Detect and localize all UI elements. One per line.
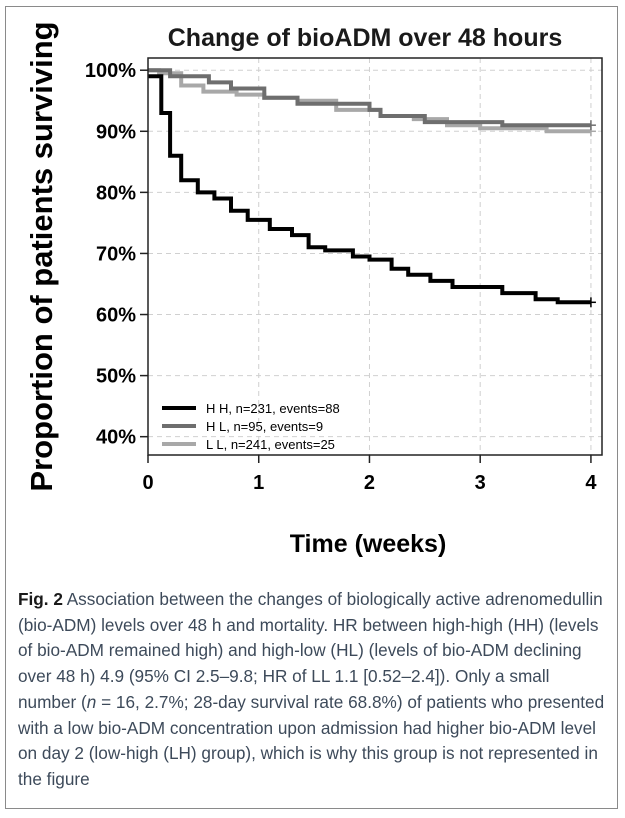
y-tick-label-0: 40% <box>96 427 136 449</box>
legend: H H, n=231, events=88 H L, n=95, events=9… <box>162 401 340 452</box>
y-tick-label-2: 60% <box>96 305 136 327</box>
survival-chart: Change of bioADM over 48 hours Proportio… <box>24 21 603 558</box>
legend-label-2: L L, n=241, events=25 <box>206 437 335 452</box>
y-tick-label-4: 80% <box>96 182 136 204</box>
caption-n-symbol: n <box>86 691 97 712</box>
caption-label: Fig. 2 <box>18 589 63 609</box>
y-tick-label-3: 70% <box>96 243 136 265</box>
legend-label-1: H L, n=95, events=9 <box>206 419 323 434</box>
y-tick-label-5: 90% <box>96 121 136 143</box>
figure-frame <box>5 6 618 809</box>
x-tick-label-0: 0 <box>142 472 153 494</box>
x-tick-label-1: 1 <box>253 472 264 494</box>
y-tick-label-6: 100% <box>85 60 136 82</box>
grid-lines <box>147 58 602 455</box>
survival-curves <box>148 68 596 308</box>
x-tick-label-3: 3 <box>475 472 486 494</box>
series-line-2 <box>148 68 591 134</box>
y-tick-label-1: 50% <box>96 366 136 388</box>
x-axis-label: Time (weeks) <box>290 530 447 558</box>
plot-area-border <box>147 57 603 456</box>
caption-text-part-2: = 16, 2.7%; 28-day survival rate 68.8%) … <box>18 691 605 789</box>
chart-title: Change of bioADM over 48 hours <box>168 24 562 52</box>
series-line-0 <box>148 74 591 305</box>
series-line-1 <box>148 68 591 128</box>
legend-label-0: H H, n=231, events=88 <box>206 401 340 416</box>
y-axis-label: Proportion of patients surviving <box>24 21 59 491</box>
x-tick-label-2: 2 <box>364 472 375 494</box>
figure-caption: Fig. 2 Association between the changes o… <box>18 587 608 793</box>
caption-text-part-1: Association between the changes of biolo… <box>18 589 603 712</box>
axis-ticks: 0 1 2 3 4 40% 50% 60% 70% 80% 90% 100% <box>85 60 598 494</box>
x-tick-label-4: 4 <box>585 472 597 494</box>
